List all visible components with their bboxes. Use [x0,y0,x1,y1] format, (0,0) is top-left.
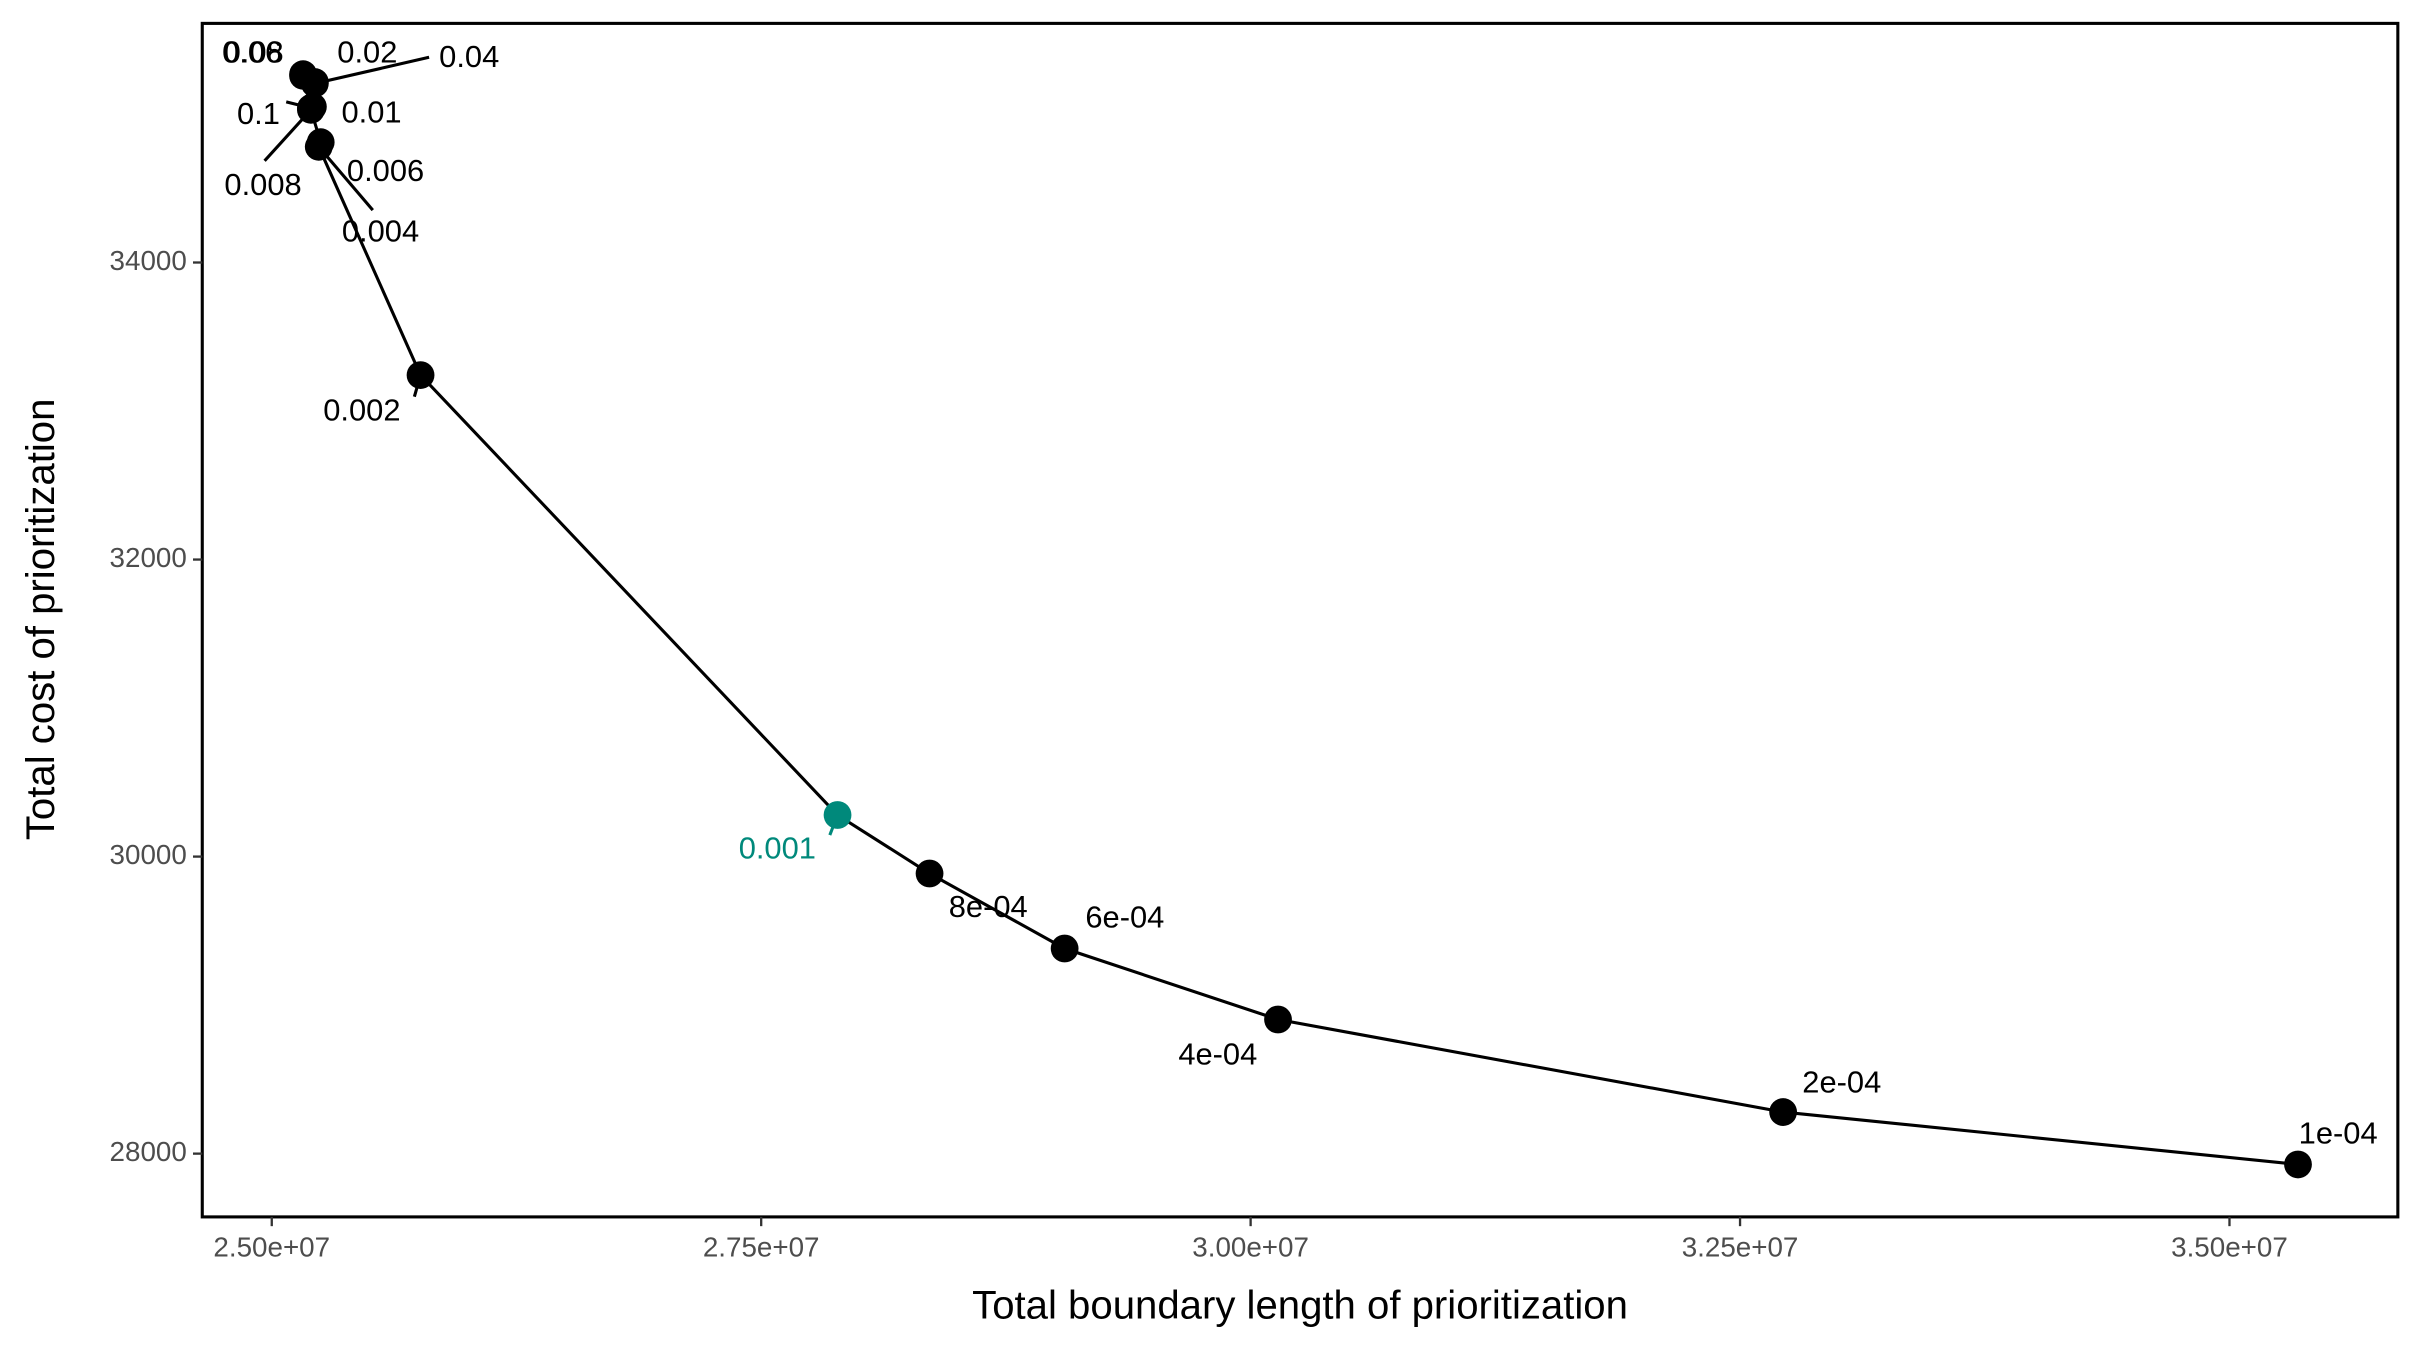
point-label: 0.01 [342,95,402,130]
point-label: 1e-04 [2299,1115,2378,1150]
point [300,68,329,96]
label-leader [828,814,839,836]
label-leader [412,374,423,398]
point-label: 8e-04 [949,889,1028,924]
x-tick-label: 2.75e+07 [703,1232,820,1263]
x-tick-label: 2.50e+07 [213,1232,330,1263]
point-label: 0.001 [739,831,816,866]
y-tick-label: 30000 [110,839,187,870]
x-axis-title: Total boundary length of prioritization [972,1283,1628,1328]
y-tick-label: 32000 [110,542,187,573]
point [1264,1005,1292,1034]
point-label: 0.004 [342,213,419,248]
point [915,859,944,888]
point-label: 0.06 [222,34,282,69]
x-tick-label: 3.50e+07 [2171,1232,2288,1263]
point-label: 6e-04 [1085,899,1164,934]
point-label: 2e-04 [1802,1064,1881,1099]
label-leader [317,145,374,212]
plot-border [200,21,2400,1219]
y-tick-label: 34000 [110,245,187,276]
line [301,73,2299,1167]
label-leader [314,55,430,86]
point-label: 0.02 [337,34,397,69]
point-label: 0.04 [439,39,499,74]
y-axis-title: Total cost of prioritization [18,399,63,841]
y-tick-label: 28000 [110,1136,187,1167]
point-label: 0.008 [224,167,301,202]
point-label: 0.002 [323,392,400,427]
point-label: 4e-04 [1178,1037,1257,1072]
point-label: 0.006 [347,153,424,188]
point [1050,934,1079,963]
point [1769,1098,1798,1126]
point-label: 0.08 [224,34,284,69]
point [2284,1150,2312,1179]
x-tick-label: 3.25e+07 [1682,1232,1799,1263]
point-label: 0.1 [237,96,280,131]
x-tick-label: 3.00e+07 [1192,1232,1309,1263]
label-leader [263,108,313,162]
